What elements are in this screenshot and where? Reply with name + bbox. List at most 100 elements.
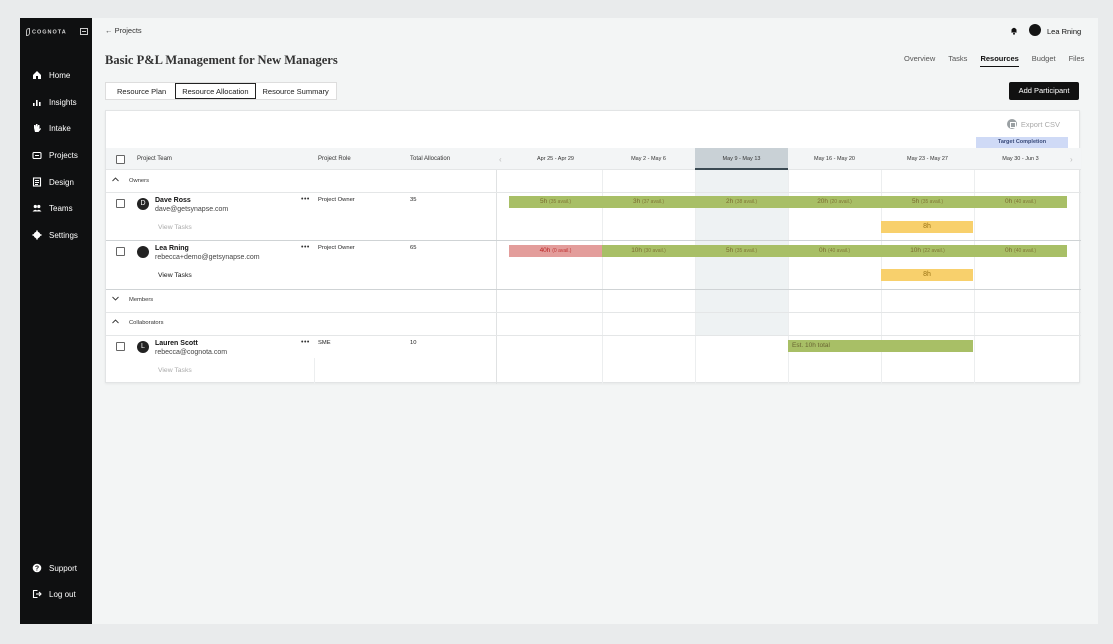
subtab-resource-allocation[interactable]: Resource Allocation <box>175 83 256 99</box>
sidebar-item-intake[interactable]: Intake <box>32 121 71 135</box>
row-checkbox[interactable] <box>116 247 125 256</box>
sidebar-item-logout[interactable]: Log out <box>32 587 76 601</box>
back-link[interactable]: ← Projects <box>105 26 142 35</box>
bell-icon[interactable] <box>1010 26 1018 35</box>
hours-cell[interactable]: 0h (40 avail.) <box>974 245 1067 257</box>
week-header: May 23 - May 27 <box>907 156 948 162</box>
more-options-icon[interactable]: ••• <box>301 339 310 346</box>
week-header: May 2 - May 6 <box>631 156 666 162</box>
select-all-checkbox[interactable] <box>116 155 125 164</box>
sidebar-item-projects[interactable]: Projects <box>32 148 78 162</box>
week-header: May 30 - Jun 3 <box>1002 156 1039 162</box>
person-email: rebecca@cognota.com <box>155 349 228 356</box>
estimate-bar[interactable]: Est. 10h total <box>788 340 973 352</box>
hours-cell[interactable]: 0h (40 avail.) <box>974 196 1067 208</box>
sidebar-item-label: Design <box>49 177 74 187</box>
sidebar-item-teams[interactable]: Teams <box>32 201 73 215</box>
hours-cell[interactable]: 0h (40 avail.) <box>788 245 881 257</box>
export-csv-button[interactable]: Export CSV <box>1006 119 1060 129</box>
subtab-resource-summary[interactable]: Resource Summary <box>262 87 329 96</box>
logout-icon <box>32 589 42 599</box>
divider <box>496 170 497 384</box>
logo[interactable]: COGNOTA <box>26 28 67 36</box>
week-header-selected[interactable]: May 9 - May 13 <box>695 148 788 170</box>
avatar: D <box>137 198 149 210</box>
divider <box>106 289 1081 290</box>
table-header <box>106 148 1081 170</box>
group-label: Collaborators <box>129 319 164 326</box>
user-name[interactable]: Lea Rning <box>1047 27 1082 36</box>
person-name[interactable]: Lauren Scott <box>155 340 198 347</box>
more-options-icon[interactable]: ••• <box>301 244 310 251</box>
prev-week-icon[interactable]: ‹ <box>499 155 502 164</box>
logo-text: COGNOTA <box>32 29 67 36</box>
group-members[interactable]: Members <box>112 296 153 303</box>
sidebar-item-settings[interactable]: Settings <box>32 228 78 242</box>
total-allocation: 35 <box>410 197 417 203</box>
row-checkbox[interactable] <box>116 199 125 208</box>
tab-overview[interactable]: Overview <box>904 54 936 63</box>
add-participant-button[interactable]: Add Participant <box>1009 82 1079 100</box>
hours-cell[interactable]: 10h (22 avail.) <box>881 245 974 257</box>
person-name[interactable]: Dave Ross <box>155 197 191 204</box>
gear-icon <box>32 230 42 240</box>
sidebar-item-design[interactable]: Design <box>32 175 74 189</box>
chevron-up-icon <box>112 177 119 184</box>
tab-budget[interactable]: Budget <box>1031 54 1056 63</box>
group-collaborators[interactable]: Collaborators <box>112 319 163 326</box>
project-role: Project Owner <box>318 197 355 203</box>
project-role: Project Owner <box>318 245 355 251</box>
hours-cell[interactable]: 5h (35 avail.) <box>509 196 602 208</box>
tab-tasks[interactable]: Tasks <box>948 54 968 63</box>
group-label: Owners <box>129 177 149 184</box>
view-tasks-link[interactable]: View Tasks <box>158 367 192 374</box>
sidebar-item-label: Log out <box>49 589 76 599</box>
person-name[interactable]: Lea Rning <box>155 245 189 252</box>
hours-cell[interactable]: 10h (30 avail.) <box>602 245 695 257</box>
target-completion-label: Target Completion <box>976 137 1068 148</box>
document-icon <box>32 177 42 187</box>
group-owners[interactable]: Owners <box>112 177 149 184</box>
hours-cell[interactable]: 5h (35 avail.) <box>695 245 788 257</box>
header-project-role: Project Role <box>318 156 351 162</box>
main-content: ← Projects Lea Rning Basic P&L Managemen… <box>92 18 1098 624</box>
person-email: dave@getsynapse.com <box>155 206 229 213</box>
allocation-table: Export CSV Target Completion Project Tea… <box>105 110 1081 384</box>
task-bar[interactable]: 8h <box>881 269 973 281</box>
group-label: Members <box>129 296 154 303</box>
sidebar-item-label: Teams <box>49 203 73 213</box>
app-frame: COGNOTA Home Insights Intake Projects De… <box>20 18 1098 624</box>
week-header: Apr 25 - Apr 29 <box>537 156 574 162</box>
divider <box>602 170 603 384</box>
more-options-icon[interactable]: ••• <box>301 196 310 203</box>
avatar[interactable] <box>1029 24 1041 36</box>
tab-resources[interactable]: Resources <box>980 54 1019 67</box>
subtab-resource-plan[interactable]: Resource Plan <box>117 87 167 96</box>
hours-cell[interactable]: 2h (38 avail.) <box>695 196 788 208</box>
task-bar[interactable]: 8h <box>881 221 973 233</box>
page-title: Basic P&L Management for New Managers <box>105 53 338 67</box>
row-checkbox[interactable] <box>116 342 125 351</box>
total-allocation: 65 <box>410 245 417 251</box>
sidebar-item-home[interactable]: Home <box>32 68 70 82</box>
hours-cell[interactable]: 5h (35 avail.) <box>881 196 974 208</box>
sidebar-collapse-icon[interactable] <box>80 28 88 35</box>
sidebar-item-label: Intake <box>49 123 71 133</box>
hours-cell-overallocated[interactable]: 40h (0 avail.) <box>509 245 602 257</box>
tab-files[interactable]: Files <box>1068 54 1085 63</box>
sidebar: COGNOTA Home Insights Intake Projects De… <box>20 18 92 624</box>
total-allocation: 10 <box>410 340 417 346</box>
hours-cell[interactable]: 20h (20 avail.) <box>788 196 881 208</box>
sidebar-item-label: Home <box>49 70 71 80</box>
export-label: Export CSV <box>1020 119 1060 129</box>
view-tasks-link[interactable]: View Tasks <box>158 272 192 279</box>
sidebar-item-insights[interactable]: Insights <box>32 95 77 109</box>
next-week-icon[interactable]: › <box>1070 155 1073 164</box>
divider <box>974 170 975 384</box>
hours-cell[interactable]: 3h (37 avail.) <box>602 196 695 208</box>
view-tasks-link[interactable]: View Tasks <box>158 224 192 231</box>
folder-icon <box>32 150 42 160</box>
divider <box>106 192 1081 193</box>
sidebar-item-support[interactable]: ? Support <box>32 561 77 575</box>
logo-mark-icon <box>26 28 30 36</box>
